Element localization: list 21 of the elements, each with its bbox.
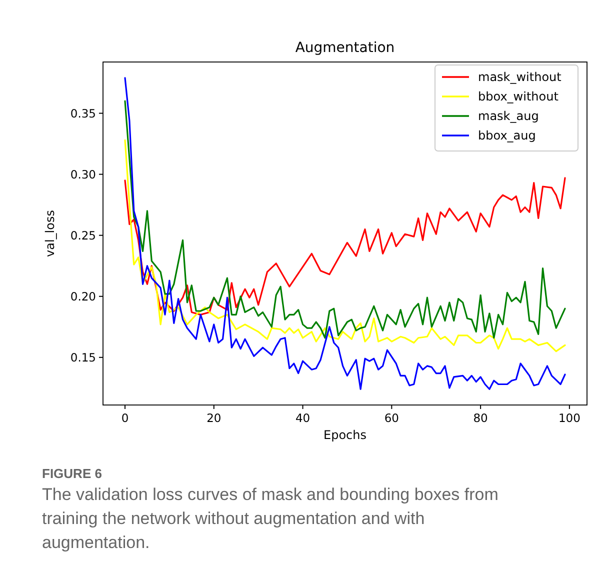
legend-label: bbox_without — [478, 90, 559, 104]
x-tick-label: 100 — [558, 411, 580, 425]
text: The validation loss curves of mask and bounding boxes from training the network without augmentation and with augmentation. — [42, 485, 498, 552]
x-tick-label: 60 — [384, 411, 399, 425]
x-tick-label: 40 — [295, 411, 310, 425]
y-tick-label: 0.35 — [70, 106, 96, 120]
y-axis-title: val_loss — [43, 210, 57, 257]
legend-label: mask_without — [478, 70, 562, 84]
y-tick-label: 0.20 — [70, 289, 96, 304]
legend-label: bbox_aug — [478, 128, 536, 142]
line-series — [124, 177, 566, 316]
x-tick-label: 80 — [473, 411, 488, 425]
y-tick-label: 0.30 — [70, 167, 96, 182]
legend-label: mask_aug — [478, 109, 539, 123]
caption: FIGURE 6 — [42, 466, 102, 481]
chart-title: Augmentation — [295, 40, 395, 56]
y-tick-label: 0.15 — [70, 350, 96, 364]
x-tick-label: 20 — [206, 411, 222, 425]
x-axis-title: Epochs — [324, 428, 366, 442]
x-tick-label: 0 — [121, 411, 129, 425]
y-tick-label: 0.25 — [70, 228, 96, 242]
